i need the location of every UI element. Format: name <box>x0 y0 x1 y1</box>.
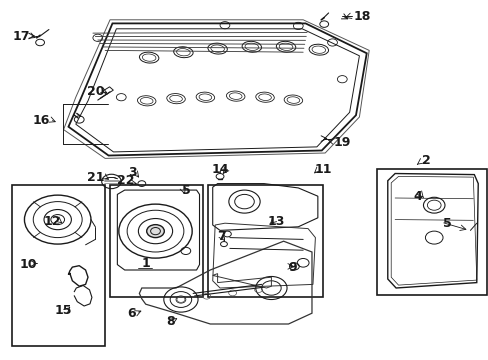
Text: 12: 12 <box>43 215 61 228</box>
Text: 22: 22 <box>117 174 135 186</box>
Text: 15: 15 <box>55 304 72 317</box>
Text: 17: 17 <box>12 30 30 42</box>
Text: 6: 6 <box>127 307 136 320</box>
Text: 10: 10 <box>20 258 37 271</box>
Bar <box>12 185 105 346</box>
Bar <box>110 185 203 297</box>
Text: 21: 21 <box>86 171 104 184</box>
Bar <box>102 87 113 94</box>
Text: 11: 11 <box>314 163 332 176</box>
Circle shape <box>146 225 164 238</box>
Text: 18: 18 <box>352 10 370 23</box>
Text: 19: 19 <box>333 136 350 149</box>
Text: 2: 2 <box>421 154 430 167</box>
Text: 13: 13 <box>267 215 285 228</box>
Text: 4: 4 <box>413 190 422 203</box>
Text: 8: 8 <box>165 315 174 328</box>
Text: 14: 14 <box>211 163 228 176</box>
Bar <box>207 185 322 297</box>
Text: 5: 5 <box>182 184 191 197</box>
Bar <box>376 169 486 295</box>
Text: 16: 16 <box>33 114 50 127</box>
Text: 5: 5 <box>442 217 451 230</box>
Text: 3: 3 <box>127 166 136 179</box>
Text: 7: 7 <box>216 230 225 243</box>
Text: 9: 9 <box>287 261 296 274</box>
Text: 1: 1 <box>141 257 150 270</box>
Text: 20: 20 <box>86 85 104 98</box>
